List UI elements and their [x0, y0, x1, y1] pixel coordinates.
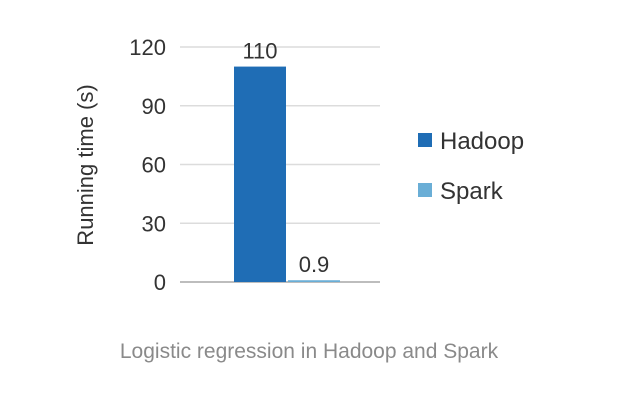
data-labels: 110 0.9: [242, 39, 329, 278]
legend-label-hadoop: Hadoop: [440, 128, 524, 155]
bar-hadoop: [234, 66, 286, 282]
y-tick-label: 90: [142, 94, 166, 119]
legend-swatch-spark: [418, 183, 432, 197]
legend-swatch-hadoop: [418, 133, 432, 147]
y-axis-label: Running time (s): [73, 84, 98, 245]
bar-chart: 0 30 60 90 120 110 0.9 Running time (s) Hadoo…: [73, 35, 524, 295]
legend-label-spark: Spark: [440, 178, 504, 205]
legend: Hadoop Spark: [418, 128, 524, 205]
y-tick-label: 60: [142, 153, 166, 178]
bars: [234, 66, 340, 282]
y-tick-label: 120: [129, 35, 166, 60]
y-tick-label: 30: [142, 211, 166, 236]
data-label-hadoop: 110: [242, 39, 277, 64]
data-label-spark: 0.9: [299, 252, 330, 277]
y-axis-ticks: 0 30 60 90 120: [129, 35, 166, 295]
chart-caption: Logistic regression in Hadoop and Spark: [119, 340, 499, 363]
y-tick-label: 0: [154, 270, 166, 295]
bar-spark: [288, 280, 340, 282]
